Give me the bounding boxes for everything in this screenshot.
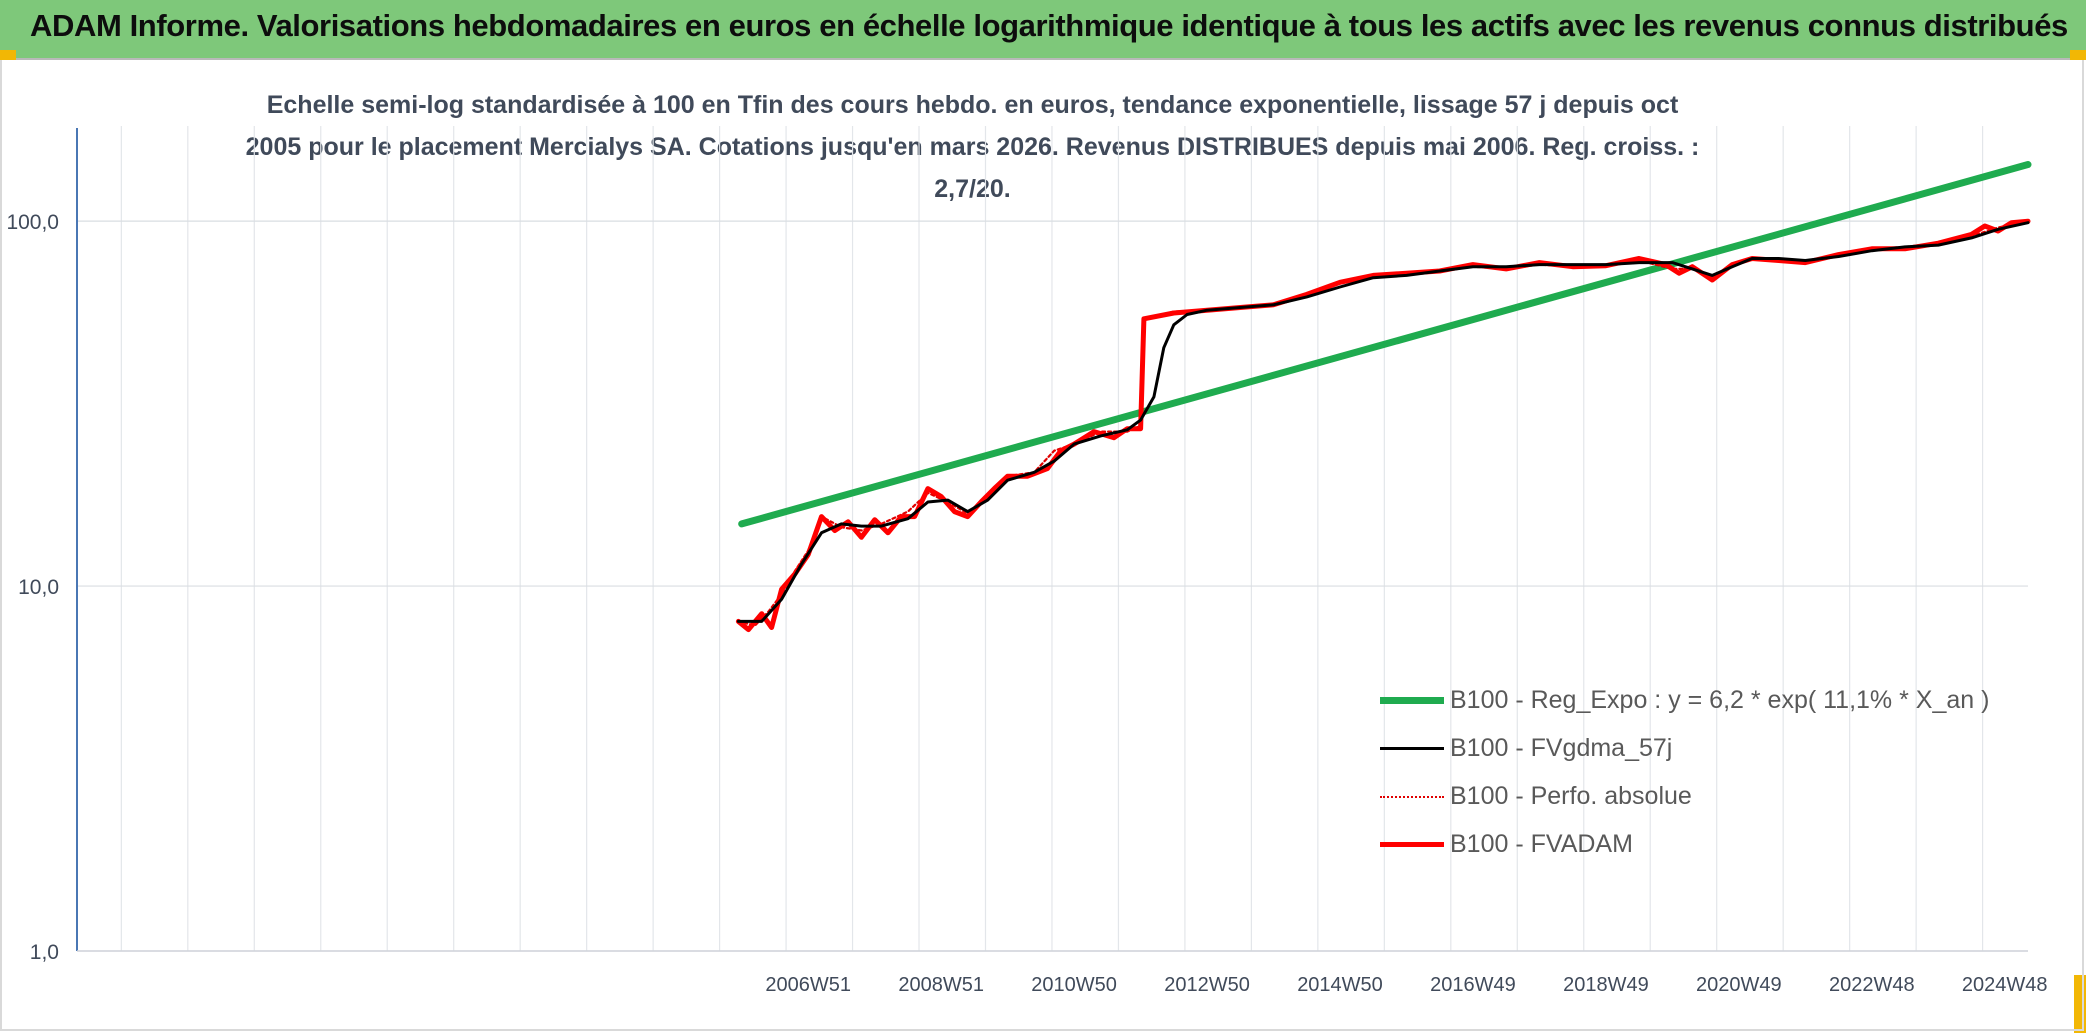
legend-label: B100 - FVADAM <box>1450 830 1633 858</box>
legend-label: B100 - FVgdma_57j <box>1450 734 1673 762</box>
corner-accent-top-left <box>0 50 16 60</box>
legend-swatch <box>1380 696 1444 704</box>
y-tick-label: 10,0 <box>18 576 59 599</box>
x-tick-label: 2012W50 <box>1164 974 1250 996</box>
header-banner: ADAM Informe. Valorisations hebdomadaire… <box>0 0 2086 60</box>
x-tick-label: 2020W49 <box>1696 974 1782 996</box>
y-tick-label: 1,0 <box>30 941 59 964</box>
x-tick-label: 2024W48 <box>1962 974 2048 996</box>
axes <box>76 128 2028 952</box>
x-tick-label: 2010W50 <box>1031 974 1117 996</box>
series-line-1 <box>738 161 2032 528</box>
y-axis-ticks: 1,0 10,0 100,0 <box>6 211 59 964</box>
legend-swatch <box>1380 796 1444 798</box>
report-title: ADAM Informe. Valorisations hebdomadaire… <box>30 8 2068 43</box>
series-line-3 <box>737 220 2030 627</box>
series-line-2 <box>736 221 2030 623</box>
series-lines <box>735 161 2032 633</box>
chart-title: Echelle semi-log standardisée à 100 en T… <box>245 91 1700 203</box>
corner-accent-top-right <box>2070 50 2086 60</box>
x-axis-ticks: 2006W51 2008W51 2010W50 2012W50 2014W50 2016W… <box>765 974 2047 996</box>
legend-swatch <box>1380 746 1444 750</box>
y-tick-label: 100,0 <box>6 211 59 234</box>
gridlines <box>77 126 2028 952</box>
legend-label: B100 - Reg_Expo : y = 6,2 * exp( 11,1% *… <box>1450 686 1990 714</box>
legend-label: B100 - Perfo. absolue <box>1450 782 1692 810</box>
series-line-4 <box>735 218 2031 633</box>
x-tick-label: 2018W49 <box>1563 974 1649 996</box>
x-tick-label: 2006W51 <box>765 974 851 996</box>
x-tick-label: 2014W50 <box>1297 974 1383 996</box>
legend-swatch <box>1380 841 1444 847</box>
x-tick-label: 2008W51 <box>898 974 984 996</box>
x-tick-label: 2016W49 <box>1430 974 1516 996</box>
x-tick-label: 2022W48 <box>1829 974 1915 996</box>
chart-area <box>0 60 2084 1031</box>
